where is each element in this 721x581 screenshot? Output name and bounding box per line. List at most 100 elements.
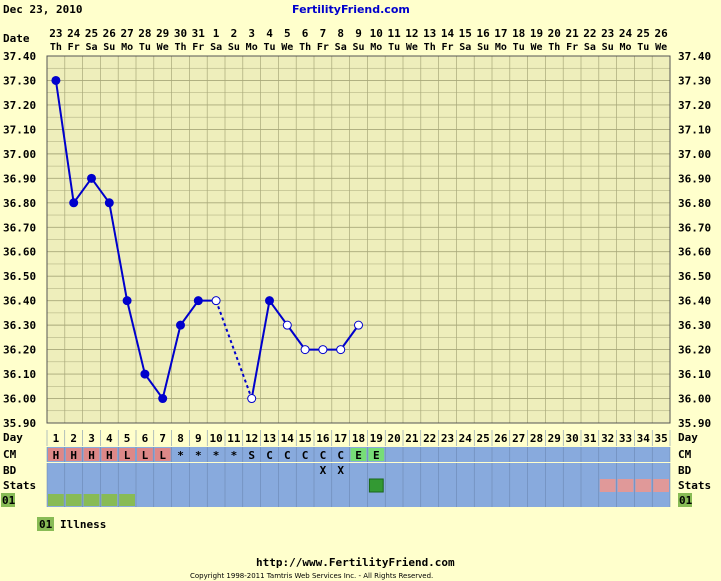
weekday-label: Tu: [139, 42, 151, 53]
day-number: 33: [619, 432, 632, 445]
y-tick-label-left: 36.50: [3, 270, 36, 283]
day-number: 16: [316, 432, 330, 445]
y-tick-label-left: 37.00: [3, 148, 36, 161]
day-number: 21: [405, 432, 419, 445]
date-label: 26: [654, 27, 668, 40]
cm-value: C: [284, 449, 291, 462]
day-number: 24: [459, 432, 473, 445]
day-number: 25: [476, 432, 489, 445]
legend-code-bg: [37, 517, 54, 531]
y-tick-label-left: 36.20: [3, 344, 36, 357]
weekday-label: Sa: [584, 42, 596, 53]
legend-code: 01: [39, 518, 53, 531]
plot-border: [46, 55, 671, 424]
date-label: 20: [548, 27, 561, 40]
temp-point: [265, 296, 274, 306]
weekday-label: We: [530, 42, 542, 53]
date-label: 28: [138, 27, 151, 40]
footer-url[interactable]: http://www.FertilityFriend.com: [256, 556, 455, 569]
cm-cell-menses: [154, 448, 171, 461]
date-label: 3: [248, 27, 255, 40]
cm-cell-eggwhite: [350, 448, 367, 461]
day-number: 22: [423, 432, 436, 445]
date-row-label: Date: [3, 32, 30, 45]
stats-pink-cell: [599, 479, 616, 492]
day-number: 19: [370, 432, 383, 445]
temp-line-dashed: [215, 300, 253, 399]
day-number: 4: [106, 432, 113, 445]
temp-line: [126, 300, 146, 375]
weekday-label: Tu: [263, 42, 275, 53]
day-row-label-right: Day: [678, 431, 698, 444]
code-row-bg: [47, 493, 670, 507]
day-number: 30: [565, 432, 578, 445]
cm-value: C: [320, 449, 327, 462]
day-number: 20: [387, 432, 400, 445]
y-tick-label-right: 36.90: [678, 172, 711, 185]
weekday-label: Fr: [317, 42, 329, 53]
date-label: 11: [387, 27, 401, 40]
date-label: 21: [565, 27, 579, 40]
weekday-label: Mo: [619, 42, 631, 53]
code-tag-left: 01: [2, 494, 16, 507]
temp-point-open: [282, 320, 292, 330]
y-tick-label-left: 36.40: [3, 295, 36, 308]
day-number: 2: [70, 432, 77, 445]
cm-value: C: [266, 449, 273, 462]
weekday-label: Th: [424, 42, 436, 53]
day-number: 6: [142, 432, 149, 445]
temp-point: [122, 296, 132, 306]
date-label: 13: [423, 27, 436, 40]
cm-cell-menses: [101, 448, 118, 461]
date-label: 5: [284, 27, 291, 40]
day-number: 7: [159, 432, 166, 445]
stats-row-label-left: Stats: [3, 479, 36, 492]
day-number: 3: [88, 432, 95, 445]
y-tick-label-left: 37.20: [3, 99, 36, 112]
y-tick-label-right: 37.40: [678, 50, 711, 63]
day-number: 35: [654, 432, 667, 445]
cm-value: H: [88, 449, 95, 462]
day-number: 17: [334, 432, 347, 445]
y-tick-label-left: 36.80: [3, 197, 36, 210]
day-number: 31: [583, 432, 597, 445]
bd-row-label-left: BD: [3, 464, 17, 477]
date-label: 24: [619, 27, 633, 40]
day-number: 5: [124, 432, 131, 445]
day-number: 14: [281, 432, 295, 445]
day-number: 8: [177, 432, 184, 445]
y-tick-label-right: 36.40: [678, 295, 711, 308]
date-label: 7: [320, 27, 327, 40]
weekday-label: We: [157, 42, 169, 53]
day-number: 34: [637, 432, 651, 445]
y-tick-label-right: 37.30: [678, 74, 711, 87]
temp-point: [87, 173, 96, 183]
cm-value: E: [355, 449, 362, 462]
date-label: 23: [601, 27, 614, 40]
site-link[interactable]: FertilityFriend.com: [292, 3, 410, 16]
date-label: 14: [441, 27, 455, 40]
cm-cell-eggwhite: [368, 448, 385, 461]
illness-cell: [65, 494, 82, 506]
temp-point: [176, 320, 185, 330]
date-label: 10: [370, 27, 383, 40]
cm-cell-menses: [119, 448, 135, 461]
date-label: 15: [459, 27, 472, 40]
y-tick-label-left: 36.70: [3, 221, 36, 234]
weekday-label: Tu: [513, 42, 525, 53]
day-number: 15: [298, 432, 311, 445]
cm-value: S: [248, 449, 255, 462]
weekday-label: Fr: [68, 42, 80, 53]
weekday-label: We: [406, 42, 418, 53]
temp-line: [108, 202, 129, 301]
date-label: 8: [337, 27, 344, 40]
day-number: 9: [195, 432, 202, 445]
date-label: 17: [494, 27, 507, 40]
y-tick-label-left: 36.60: [3, 246, 36, 259]
weekday-label: Mo: [246, 42, 258, 53]
code-tag-left-bg: [1, 493, 15, 507]
weekday-label: Mo: [495, 42, 507, 53]
weekday-label: Fr: [566, 42, 578, 53]
y-tick-label-right: 36.10: [678, 368, 711, 381]
